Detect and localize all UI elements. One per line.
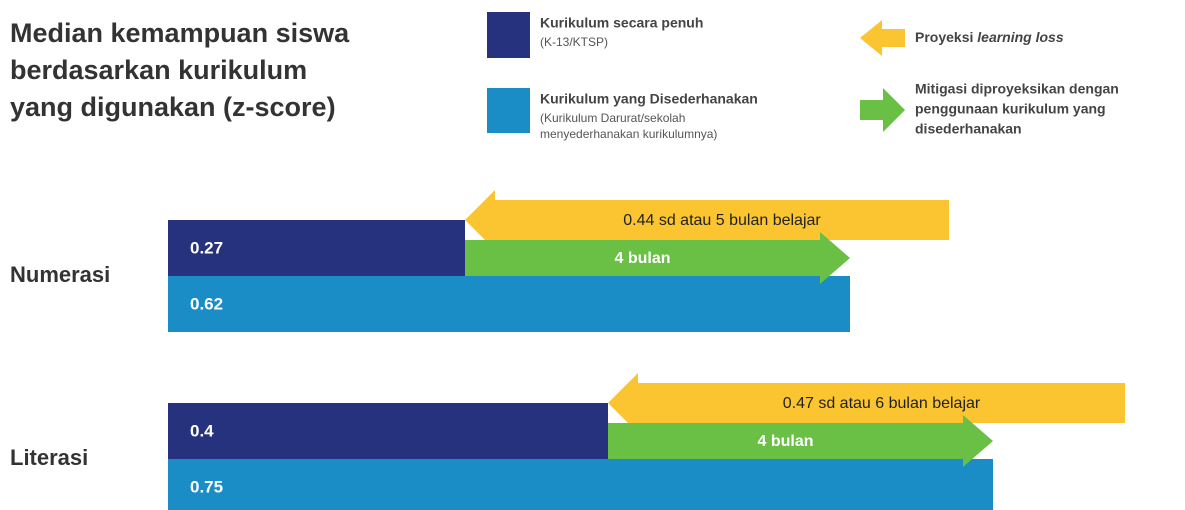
loss-arrow	[465, 190, 949, 250]
legend-label: Kurikulum yang Disederhanakan	[540, 91, 758, 107]
legend-label: Mitigasi diproyeksikan dengan	[915, 81, 1119, 97]
legend-swatch	[487, 88, 530, 133]
bar	[168, 403, 608, 459]
legend-label: disederhanakan	[915, 121, 1022, 137]
loss-arrow	[608, 373, 1125, 433]
legend-note: (Kurikulum Darurat/sekolah	[540, 111, 685, 125]
value-label: 0.27	[190, 238, 223, 257]
category-label: Literasi	[10, 445, 88, 470]
legend-label: learning loss	[977, 29, 1064, 45]
legend-label: penggunaan kurikulum yang	[915, 101, 1106, 117]
category-label: Numerasi	[10, 262, 110, 287]
chart-title: berdasarkan kurikulum	[10, 55, 307, 85]
chart-title: yang digunakan (z-score)	[10, 92, 336, 122]
bar	[168, 459, 993, 510]
mitigation-arrow	[608, 415, 993, 467]
bar	[168, 220, 465, 276]
value-label: 0.4	[190, 421, 214, 440]
value-label: 0.75	[190, 477, 223, 496]
legend-label: Proyeksi learning loss	[915, 29, 1064, 45]
chart-title: Median kemampuan siswa	[10, 18, 350, 48]
loss-label: 0.44 sd atau 5 bulan belajar	[623, 212, 821, 229]
mitigation-arrow	[465, 232, 850, 284]
mitigation-label: 4 bulan	[757, 433, 813, 450]
legend-label: Proyeksi	[915, 29, 973, 45]
legend-note: (K-13/KTSP)	[540, 35, 608, 49]
legend-swatch	[487, 12, 530, 58]
legend-note: menyederhanakan kurikulumnya)	[540, 127, 717, 141]
mitigation-label: 4 bulan	[614, 250, 670, 267]
legend-label: Kurikulum secara penuh	[540, 15, 703, 31]
bar	[168, 276, 850, 332]
loss-label: 0.47 sd atau 6 bulan belajar	[783, 395, 981, 412]
legend-arrow	[860, 20, 905, 56]
legend-arrow	[860, 88, 905, 132]
value-label: 0.62	[190, 294, 223, 313]
